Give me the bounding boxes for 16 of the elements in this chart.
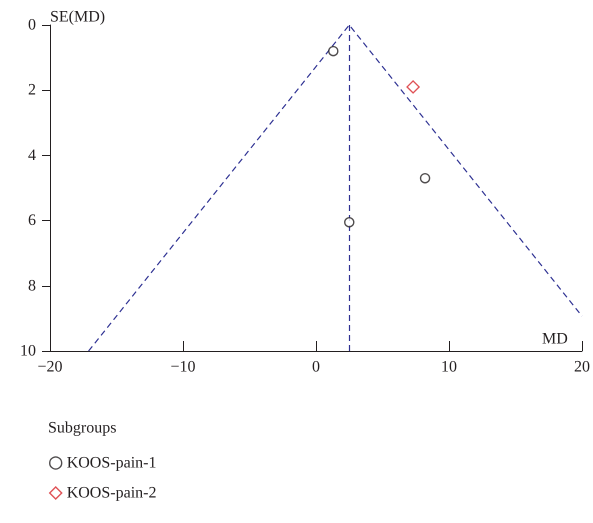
y-tick-label: 4 xyxy=(28,146,36,164)
y-tick-label: 6 xyxy=(28,212,36,230)
y-tick-label: 0 xyxy=(28,16,36,34)
legend-label: KOOS-pain-2 xyxy=(66,484,156,502)
y-tick-label: 8 xyxy=(28,277,36,294)
x-axis-title: MD xyxy=(542,330,568,348)
x-tick-label: 20 xyxy=(574,358,590,376)
x-tick-label: 0 xyxy=(312,358,320,376)
y-tick-label: 2 xyxy=(28,82,36,99)
y-tick-label: 10 xyxy=(20,342,36,360)
x-tick-label: −20 xyxy=(37,358,63,376)
x-tick-label: −10 xyxy=(170,358,196,376)
y-axis-title: SE(MD) xyxy=(50,8,106,26)
legend-title: Subgroups xyxy=(48,420,116,436)
legend-label: KOOS-pain-1 xyxy=(66,454,156,472)
x-tick-label: 10 xyxy=(441,358,457,376)
